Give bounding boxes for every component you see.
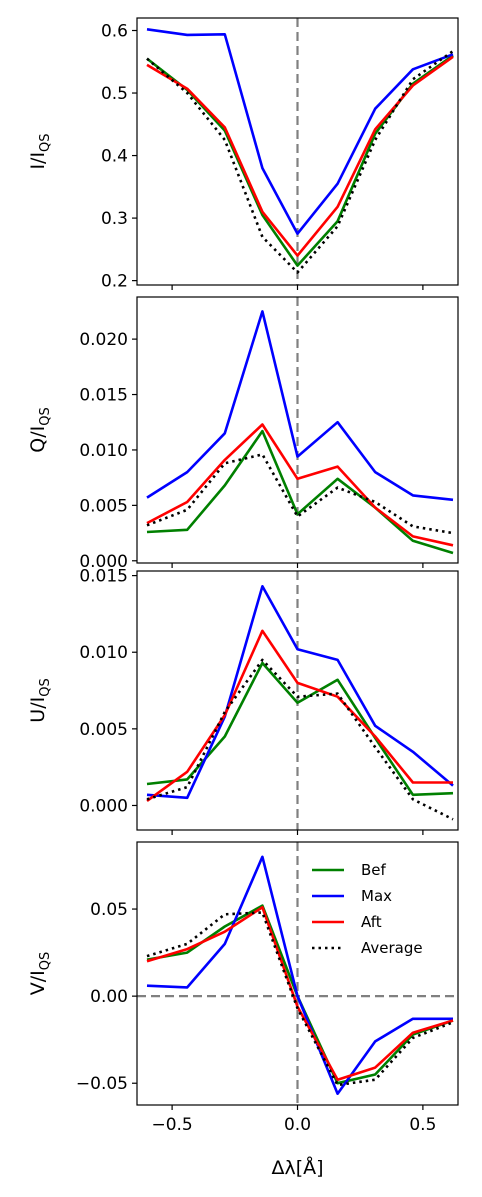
y-tick-label: 0.4	[101, 147, 128, 167]
panel-v: −0.05 0.00 0.05 −0.5 0.0 0.5 V/IQS Bef Max Aft Ave…	[27, 841, 459, 1135]
series-group	[146, 855, 454, 1095]
panel-u: 0.000 0.005 0.010 0.015 U/IQS	[27, 567, 459, 835]
y-tick-label: 0.010	[79, 643, 128, 663]
y-tick-label: 0.3	[101, 209, 128, 229]
series-line-bef	[146, 661, 454, 797]
series-line-aft	[146, 905, 454, 1081]
y-tick-label: 0.020	[79, 330, 128, 350]
panel-q: 0.000 0.005 0.010 0.015 0.020 Q/IQS	[27, 296, 459, 572]
panel-i: 0.2 0.3 0.4 0.5 0.6 I/IQS	[27, 17, 459, 292]
series-line-average	[146, 658, 454, 821]
y-tick-label: 0.5	[101, 84, 128, 104]
y-tick-label: 0.015	[79, 567, 128, 587]
y-axis-label-subscript: QS	[38, 407, 53, 425]
y-axis-label-main: I/I	[27, 152, 49, 170]
y-axis-label-main: V/I	[27, 970, 49, 995]
y-axis-label: I/IQS	[27, 133, 53, 169]
x-axis-label: Δλ[Å]	[271, 1156, 323, 1179]
y-tick-label: 0.6	[101, 22, 128, 42]
series-line-aft	[146, 423, 454, 547]
y-tick-label: 0.000	[79, 796, 128, 816]
y-axis-label: U/IQS	[27, 678, 53, 722]
series-group	[146, 28, 454, 274]
series-line-bef	[146, 54, 454, 267]
y-axis-label-subscript: QS	[38, 952, 53, 970]
legend-label-aft: Aft	[361, 913, 382, 931]
series-line-aft	[146, 55, 454, 257]
y-tick-label: 0.005	[79, 496, 128, 516]
y-axis-label: Q/IQS	[27, 407, 53, 452]
series-line-aft	[146, 629, 453, 802]
x-tick-label: −0.5	[151, 1115, 192, 1135]
series-line-average	[146, 50, 454, 274]
legend-label-max: Max	[361, 887, 392, 905]
y-tick-label: 0.005	[79, 720, 128, 740]
series-line-bef	[146, 429, 454, 555]
x-tick-label: 0.5	[409, 1115, 436, 1135]
y-tick-label: 0.015	[79, 386, 128, 406]
series-group	[146, 584, 454, 821]
y-tick-label: 0.010	[79, 441, 128, 461]
series-line-max	[146, 310, 454, 502]
series-line-bef	[146, 904, 454, 1085]
series-line-average	[146, 453, 454, 535]
y-axis-label: V/IQS	[27, 952, 53, 996]
y-tick-label: 0.05	[90, 900, 128, 920]
series-group	[146, 310, 454, 555]
legend-label-bef: Bef	[361, 861, 387, 879]
legend-label-average: Average	[361, 939, 423, 957]
series-line-max	[146, 28, 454, 235]
y-axis-label-subscript: QS	[38, 678, 53, 696]
legend: Bef Max Aft Average	[312, 861, 423, 957]
y-tick-label: 0.2	[101, 272, 128, 292]
y-tick-label: 0.000	[79, 552, 128, 572]
y-tick-label: 0.00	[90, 987, 128, 1007]
series-line-max	[146, 584, 454, 800]
y-axis-label-main: U/I	[27, 697, 49, 723]
series-line-max	[146, 855, 453, 1095]
series-line-average	[146, 911, 454, 1087]
y-axis-label-subscript: QS	[38, 133, 53, 151]
y-axis-label-main: Q/I	[27, 426, 49, 453]
y-tick-label: −0.05	[76, 1074, 128, 1094]
x-tick-label: 0.0	[284, 1115, 311, 1135]
